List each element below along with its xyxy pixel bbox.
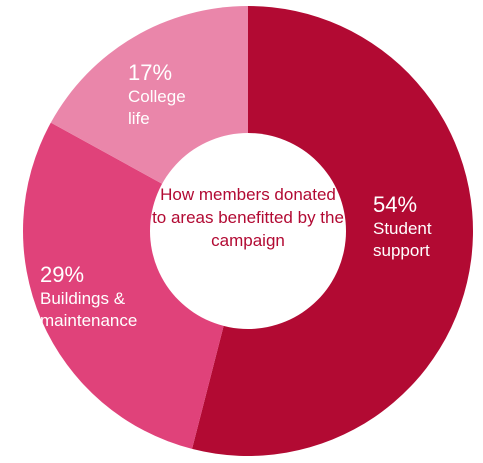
donut-hole bbox=[150, 133, 346, 329]
slice-percent-buildings-maintenance: 29% bbox=[40, 262, 85, 287]
slice-percent-student-support: 54% bbox=[373, 192, 418, 217]
slice-label-buildings-maintenance: 29% Buildings & maintenance bbox=[40, 262, 175, 332]
slice-label-student-support: 54% Student support bbox=[373, 192, 463, 262]
slice-category-buildings-maintenance: Buildings & maintenance bbox=[40, 289, 138, 330]
slice-percent-college-life: 17% bbox=[128, 60, 173, 85]
slice-category-student-support: Student support bbox=[373, 219, 432, 260]
slice-label-college-life: 17% College life bbox=[128, 60, 208, 130]
center-label: How members donated to areas benefitted … bbox=[152, 185, 344, 250]
slice-category-college-life: College life bbox=[128, 87, 186, 128]
